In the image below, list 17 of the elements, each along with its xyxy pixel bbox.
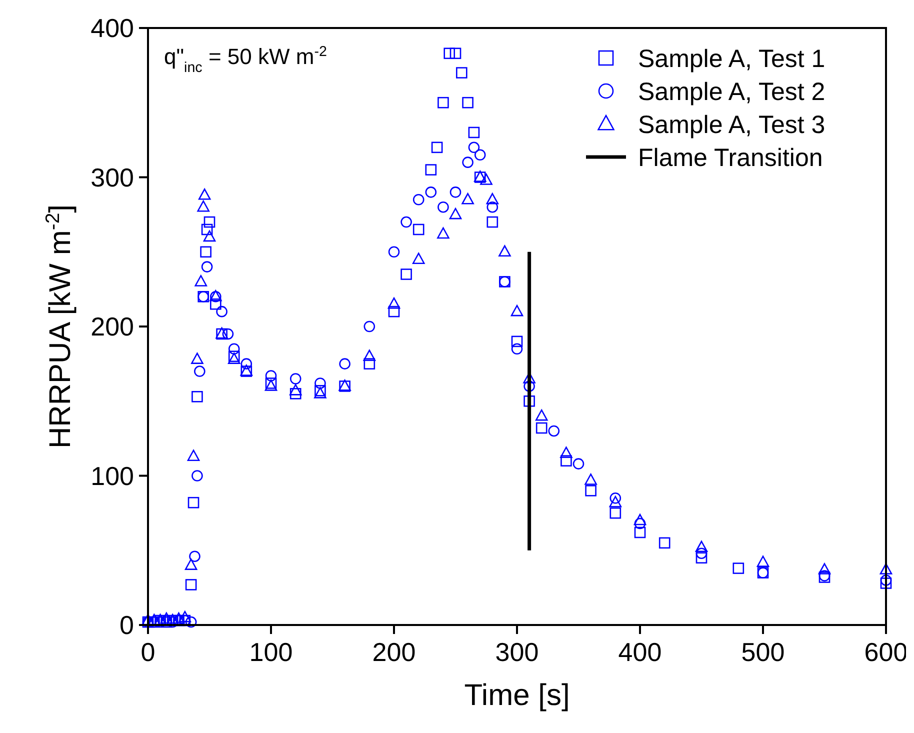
x-tick-label: 0 — [140, 637, 156, 667]
x-tick-label: 500 — [741, 637, 785, 667]
x-tick-label: 200 — [372, 637, 416, 667]
x-tick-label: 400 — [618, 637, 662, 667]
x-tick-label: 300 — [495, 637, 539, 667]
y-tick-label: 100 — [90, 460, 134, 491]
legend-label: Sample A, Test 3 — [638, 111, 826, 139]
x-tick-label: 100 — [249, 637, 293, 667]
y-tick-label: 0 — [120, 610, 134, 640]
y-tick-label: 300 — [90, 162, 134, 192]
annotation: q"$_{inc}$ = 50 kW m$^{-2}$ — [164, 44, 327, 76]
legend-label: Sample A, Test 2 — [638, 78, 826, 106]
legend-label: Sample A, Test 1 — [638, 45, 826, 73]
y-tick-label: 400 — [90, 13, 134, 43]
x-axis-title: Time [s] — [464, 679, 570, 712]
legend-label: Flame Transition — [638, 144, 823, 172]
y-tick-label: 200 — [90, 312, 134, 342]
